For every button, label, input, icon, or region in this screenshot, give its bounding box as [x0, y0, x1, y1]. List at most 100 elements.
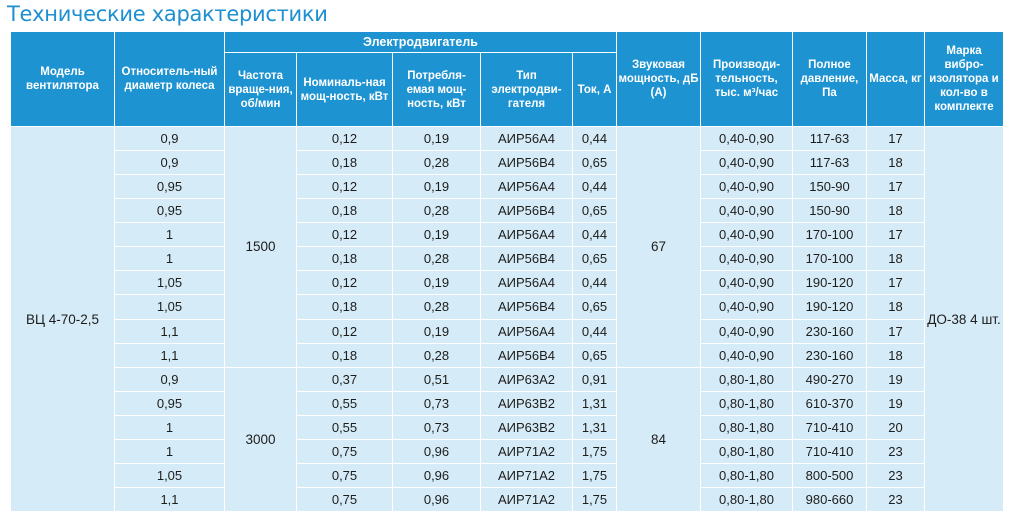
productivity-cell: 0,40-0,90 — [700, 342, 793, 368]
table-row: 0,9 3000 0,37 0,51 АИР63А2 0,91 84 0,80-1,80 490… — [11, 366, 1004, 513]
current-cell: 1,75 — [572, 438, 617, 464]
motor-type-cell: АИР56А4 — [480, 270, 573, 296]
diameter-cell: 0,9 — [114, 125, 225, 152]
consumed-power-cell: 0,19 — [392, 125, 481, 152]
motor-type-cell: АИР56А4 — [480, 174, 573, 200]
pressure-cell: 170-100 — [792, 246, 867, 272]
motor-type-cell: АИР56А4 — [480, 125, 573, 152]
mass-cell: 18 — [866, 150, 925, 176]
current-cell: 0,65 — [572, 246, 617, 272]
table-row: 1,1 0,75 0,96 АИР71А2 1,75 0,80-1,80 980-660 23 — [11, 486, 1004, 513]
consumed-power-cell: 0,28 — [392, 150, 481, 176]
table-row: 1,05 0,75 0,96 АИР71А2 1,75 0,80-1,80 800-500 2… — [11, 462, 1004, 488]
diameter-cell: 0,95 — [114, 174, 225, 200]
nominal-power-cell: 0,12 — [296, 174, 393, 200]
pressure-cell: 490-270 — [792, 366, 867, 392]
header-current: Ток, А — [572, 52, 617, 127]
header-nominal-power: Номиналь-ная мощ-ность, кВт — [296, 52, 393, 127]
diameter-cell: 1,1 — [114, 318, 225, 344]
pressure-cell: 150-90 — [792, 198, 867, 224]
productivity-cell: 0,80-1,80 — [700, 486, 793, 513]
diameter-cell: 0,95 — [114, 198, 225, 224]
header-pressure: Полное давление, Па — [792, 31, 867, 127]
productivity-cell: 0,80-1,80 — [700, 438, 793, 464]
productivity-cell: 0,40-0,90 — [700, 198, 793, 224]
mass-cell: 20 — [866, 414, 925, 440]
table-row: 1 0,55 0,73 АИР63В2 1,31 0,80-1,80 710-410 20 — [11, 414, 1004, 440]
productivity-cell: 0,40-0,90 — [700, 294, 793, 320]
mass-cell: 18 — [866, 342, 925, 368]
mass-cell: 19 — [866, 390, 925, 416]
model-cell: ВЦ 4-70-2,5 — [10, 126, 115, 512]
productivity-cell: 0,40-0,90 — [700, 270, 793, 296]
rpm-cell: 1500 — [224, 126, 297, 368]
consumed-power-cell: 0,73 — [392, 414, 481, 440]
motor-type-cell: АИР63В2 — [480, 390, 573, 416]
current-cell: 0,65 — [572, 342, 617, 368]
header-sound: Звуковая мощность, дБ (А) — [616, 31, 701, 127]
diameter-cell: 1,05 — [114, 294, 225, 320]
nominal-power-cell: 0,12 — [296, 318, 393, 344]
current-cell: 0,44 — [572, 270, 617, 296]
productivity-cell: 0,40-0,90 — [700, 125, 793, 152]
productivity-cell: 0,40-0,90 — [700, 246, 793, 272]
table-body: ВЦ 4-70-2,5 0,9 1500 0,12 0,19 АИР56А4 0,44 67 0… — [10, 125, 1004, 513]
nominal-power-cell: 0,18 — [296, 150, 393, 176]
motor-type-cell: АИР56В4 — [480, 150, 573, 176]
productivity-cell: 0,40-0,90 — [700, 174, 793, 200]
nominal-power-cell: 0,18 — [296, 294, 393, 320]
diameter-cell: 1 — [114, 438, 225, 464]
isolator-cell: ДО-38 4 шт. — [924, 126, 1004, 512]
motor-type-cell: АИР56В4 — [480, 198, 573, 224]
current-cell: 0,44 — [572, 125, 617, 152]
productivity-cell: 0,40-0,90 — [700, 222, 793, 248]
spec-table: Модель вентилятора Относитель-ный диамет… — [10, 31, 1004, 513]
pressure-cell: 190-120 — [792, 270, 867, 296]
consumed-power-cell: 0,19 — [392, 270, 481, 296]
nominal-power-cell: 0,18 — [296, 198, 393, 224]
motor-type-cell: АИР56А4 — [480, 318, 573, 344]
current-cell: 0,65 — [572, 198, 617, 224]
table-row: 1,1 0,18 0,28 АИР56В4 0,65 0,40-0,90 230-160 18 — [11, 342, 1004, 368]
consumed-power-cell: 0,73 — [392, 390, 481, 416]
productivity-cell: 0,80-1,80 — [700, 462, 793, 488]
motor-type-cell: АИР63В2 — [480, 414, 573, 440]
header-mass: Масса, кг — [866, 31, 925, 127]
header-isolator: Марка вибро-изолятора и кол-во в комплек… — [924, 31, 1004, 127]
table-row: 0,95 0,12 0,19 АИР56А4 0,44 0,40-0,90 150-90 17 — [11, 174, 1004, 200]
sound-cell: 84 — [616, 366, 701, 513]
motor-type-cell: АИР71А2 — [480, 438, 573, 464]
motor-type-cell: АИР63А2 — [480, 366, 573, 392]
mass-cell: 23 — [866, 486, 925, 513]
header-model: Модель вентилятора — [10, 31, 115, 127]
table-row: 1,05 0,12 0,19 АИР56А4 0,44 0,40-0,90 190-120 1… — [11, 270, 1004, 296]
table-row: 0,95 0,55 0,73 АИР63В2 1,31 0,80-1,80 610-370 1… — [11, 390, 1004, 416]
motor-type-cell: АИР56В4 — [480, 246, 573, 272]
header-diameter: Относитель-ный диаметр колеса — [114, 31, 225, 127]
mass-cell: 19 — [866, 366, 925, 392]
diameter-cell: 1 — [114, 246, 225, 272]
consumed-power-cell: 0,28 — [392, 198, 481, 224]
table-row: 1,1 0,12 0,19 АИР56А4 0,44 0,40-0,90 230-160 17 — [11, 318, 1004, 344]
consumed-power-cell: 0,28 — [392, 342, 481, 368]
diameter-cell: 1,05 — [114, 462, 225, 488]
consumed-power-cell: 0,96 — [392, 462, 481, 488]
nominal-power-cell: 0,37 — [296, 366, 393, 392]
header-productivity: Производи-тельность, тыс. м³/час — [700, 31, 793, 127]
current-cell: 0,44 — [572, 222, 617, 248]
pressure-cell: 117-63 — [792, 125, 867, 152]
consumed-power-cell: 0,96 — [392, 438, 481, 464]
current-cell: 0,44 — [572, 318, 617, 344]
mass-cell: 18 — [866, 294, 925, 320]
pressure-cell: 117-63 — [792, 150, 867, 176]
diameter-cell: 1,1 — [114, 486, 225, 513]
productivity-cell: 0,80-1,80 — [700, 366, 793, 392]
diameter-cell: 1,05 — [114, 270, 225, 296]
table-row: 1,05 0,18 0,28 АИР56В4 0,65 0,40-0,90 190-120 1… — [11, 294, 1004, 320]
pressure-cell: 610-370 — [792, 390, 867, 416]
sound-cell: 67 — [616, 126, 701, 368]
nominal-power-cell: 0,75 — [296, 486, 393, 513]
pressure-cell: 800-500 — [792, 462, 867, 488]
pressure-cell: 230-160 — [792, 342, 867, 368]
header-motor-type: Тип электродви-гателя — [480, 52, 573, 127]
